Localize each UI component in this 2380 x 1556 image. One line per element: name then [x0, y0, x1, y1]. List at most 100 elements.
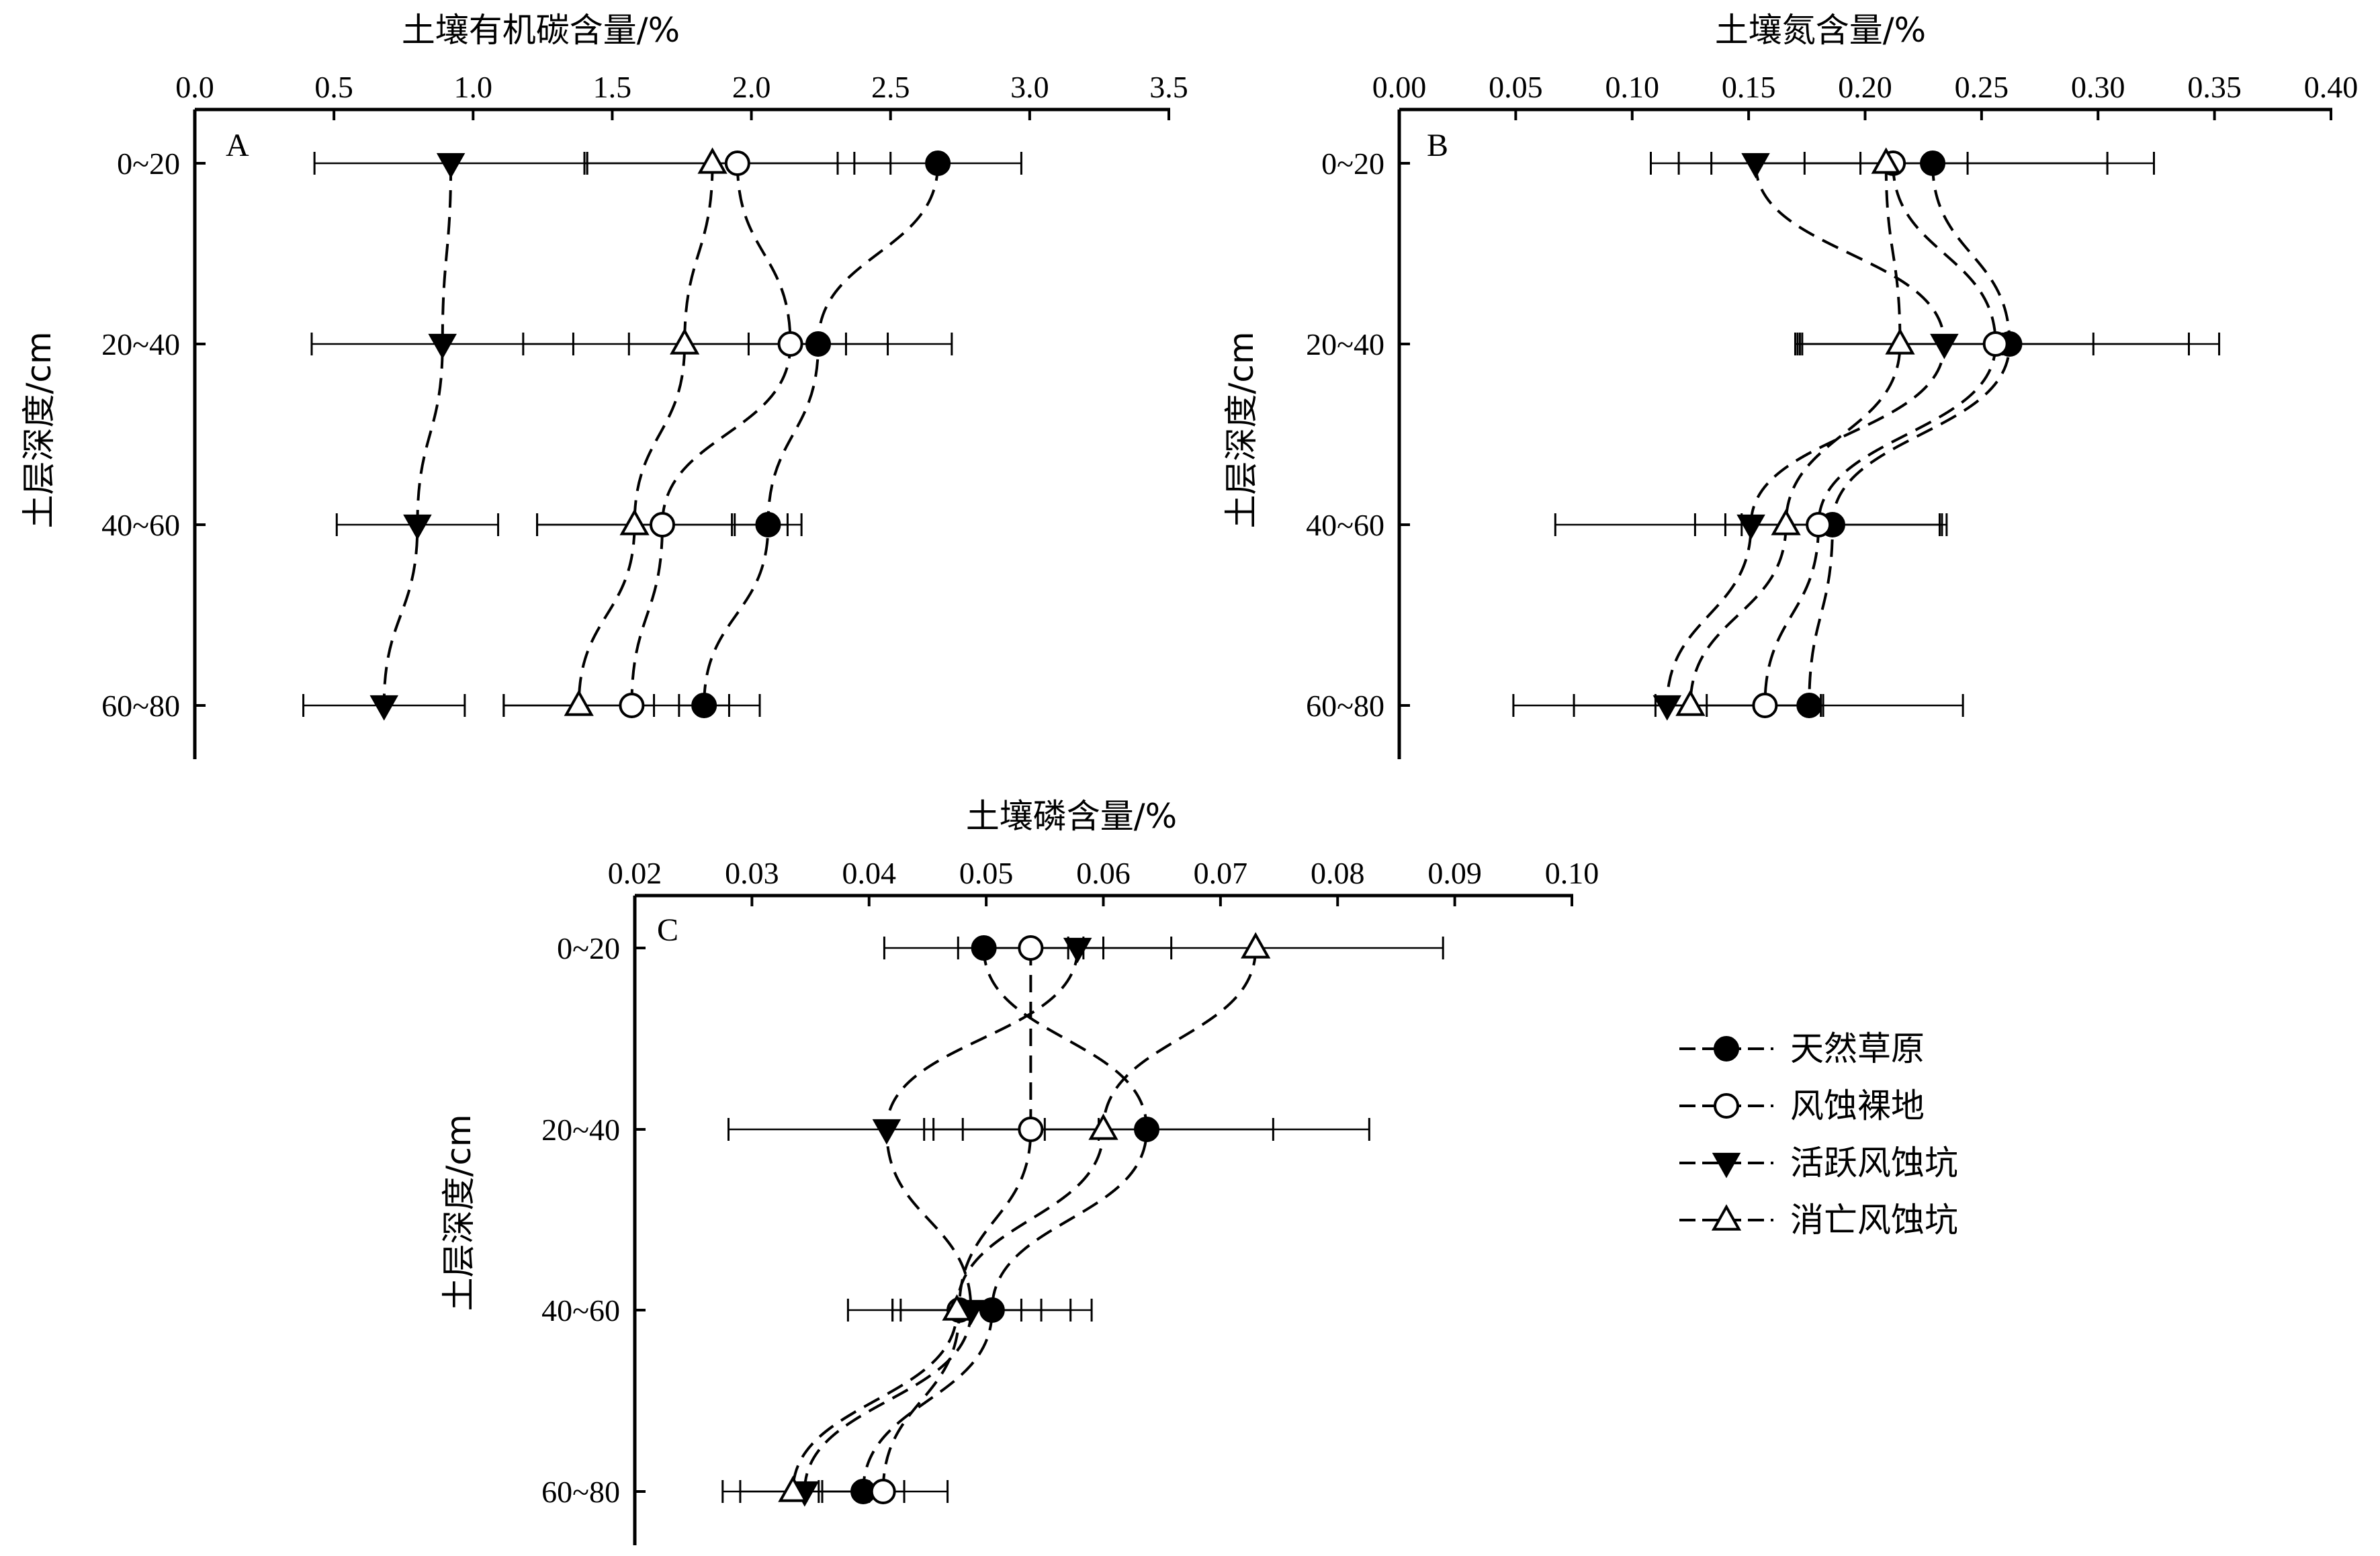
panel-b-x-tick-label-0-25: 0.25 [1955, 70, 2009, 104]
panel-b-point-extinct-blowout-2 [1771, 509, 1801, 535]
panel-c-point-natural-grassland-1 [1134, 1117, 1160, 1142]
panel-b-point-extinct-blowout-1 [1885, 328, 1915, 355]
panel-b-x-tick-label-0-35: 0.35 [2187, 70, 2242, 104]
panel-a-series-line-eroded-bare-land [630, 163, 792, 706]
legend-symbol-natural-grassland [1679, 1036, 1773, 1062]
panel-b-x-tick-label-0-15: 0.15 [1722, 70, 1776, 104]
panel-a-x-tick-label-3-0: 3.0 [1010, 70, 1049, 104]
panel-c-y-tick-label-0-20: 0~20 [557, 931, 620, 965]
legend-marker-eroded-bare-land [1714, 1093, 1739, 1119]
legend-item-natural-grassland: 天然草原 [1679, 1029, 1925, 1068]
panel-c-series-line-eroded-bare-land [881, 948, 1032, 1492]
panel-b-y-tick-label-0-20: 0~20 [1321, 146, 1384, 181]
panel-c-point-eroded-bare-land-0 [1018, 935, 1044, 961]
panel-b-x-axis-title: 土壤氮含量/% [1715, 11, 1926, 50]
panel-a-point-extinct-blowout-3 [564, 689, 594, 716]
panel-b-y-tick-label-60-80: 60~80 [1306, 689, 1384, 723]
panel-a-x-tick-label-0-5: 0.5 [314, 70, 353, 104]
panel-c-series-line-extinct-blowout [791, 947, 1258, 1492]
panel-c-point-active-blowout-0 [1063, 937, 1092, 963]
panel-b-point-extinct-blowout-0 [1871, 147, 1901, 174]
panel-a-point-natural-grassland-3 [691, 693, 717, 718]
legend-label-active-blowout: 活跃风蚀坑 [1790, 1143, 1958, 1182]
legend-item-extinct-blowout: 消亡风蚀坑 [1679, 1201, 1958, 1240]
panel-c-x-tick-label-0-07: 0.07 [1194, 856, 1248, 890]
panel-a-x-tick-label-3-5: 3.5 [1149, 70, 1188, 104]
panel-b-point-extinct-blowout-3 [1675, 689, 1706, 716]
panel-b-series-line-extinct-blowout [1689, 163, 1902, 706]
panel-a-y-tick-label-40-60: 40~60 [101, 508, 180, 542]
panel-c-x-tick-label-0-03: 0.03 [725, 856, 779, 890]
panel-b-y-axis-title: 土层深度/cm [1222, 331, 1261, 528]
panel-a-point-natural-grassland-1 [805, 331, 831, 357]
panel-b-x-tick-label-0-10: 0.10 [1605, 70, 1660, 104]
panel-a-x-tick-label-0-0: 0.0 [175, 70, 214, 104]
panel-b-point-active-blowout-1 [1930, 333, 1959, 359]
panel-a-point-natural-grassland-2 [755, 512, 781, 537]
panel-b-point-natural-grassland-3 [1796, 693, 1822, 718]
panel-b-x-tick-label-0-05: 0.05 [1489, 70, 1543, 104]
panel-c-x-tick-label-0-06: 0.06 [1076, 856, 1131, 890]
panel-a-point-extinct-blowout-1 [670, 328, 700, 355]
panel-a-point-eroded-bare-land-3 [619, 693, 645, 718]
panel-b-point-eroded-bare-land-3 [1752, 693, 1778, 718]
panel-a-x-tick-label-2-5: 2.5 [871, 70, 910, 104]
panel-a-point-active-blowout-0 [436, 153, 466, 179]
panel-c-series-line-active-blowout [803, 947, 1079, 1492]
panel-c-y-tick-label-20-40: 20~40 [541, 1113, 620, 1147]
panel-a-marks: 0.0 0.5 1.0 1.5 2.0 2.5 3.0 3.5 0~20 20~40 40~60 60… [101, 70, 1188, 759]
panel-a-y-tick-label-20-40: 20~40 [101, 327, 180, 361]
legend-symbol-extinct-blowout [1679, 1204, 1773, 1231]
panel-a-point-natural-grassland-0 [925, 150, 951, 176]
panel-b-point-eroded-bare-land-1 [1982, 331, 2009, 357]
panel-a-x-tick-label-1-0: 1.0 [454, 70, 493, 104]
panel-a-point-eroded-bare-land-1 [777, 331, 803, 357]
panel-c-y-tick-label-60-80: 60~80 [541, 1475, 620, 1509]
panel-b-point-active-blowout-2 [1736, 514, 1765, 540]
panel-a-point-extinct-blowout-2 [619, 509, 650, 535]
panel-b-series-line-natural-grassland [1808, 163, 2011, 706]
panel-c-point-extinct-blowout-0 [1241, 932, 1271, 959]
panel-c-y-tick-label-40-60: 40~60 [541, 1293, 620, 1328]
legend-item-active-blowout: 活跃风蚀坑 [1679, 1143, 1958, 1182]
panel-c-x-tick-label-0-10: 0.10 [1545, 856, 1599, 890]
panel-b-marks: 0.00 0.05 0.10 0.15 0.20 0.25 0.30 0.35 0.40 0~20… [1306, 70, 2358, 759]
legend-label-extinct-blowout: 消亡风蚀坑 [1790, 1201, 1958, 1240]
panel-c-point-active-blowout-1 [872, 1119, 901, 1145]
legend-marker-extinct-blowout [1711, 1204, 1742, 1231]
panel-c-letter: C [657, 912, 678, 948]
panel-c-x-tick-label-0-05: 0.05 [959, 856, 1014, 890]
panel-c-x-axis-title: 土壤磷含量/% [966, 797, 1177, 836]
panel-b-letter: B [1427, 128, 1448, 163]
panel-c-x-tick-label-0-09: 0.09 [1427, 856, 1482, 890]
legend: 天然草原 风蚀裸地 活跃风蚀坑 消亡风蚀坑 [1679, 1029, 1958, 1240]
panel-c-point-extinct-blowout-3 [778, 1475, 808, 1502]
panel-a-point-eroded-bare-land-0 [724, 150, 750, 176]
panel-b-series-line-eroded-bare-land [1763, 163, 1997, 706]
panel-c-point-extinct-blowout-2 [942, 1294, 972, 1321]
panel-b-y-tick-label-20-40: 20~40 [1306, 327, 1384, 361]
panel-c-x-tick-label-0-08: 0.08 [1311, 856, 1365, 890]
legend-marker-natural-grassland [1714, 1036, 1739, 1062]
panel-b-y-tick-label-40-60: 40~60 [1306, 508, 1384, 542]
panel-b-point-natural-grassland-0 [1920, 150, 1946, 176]
panel-a-series-line-natural-grassland [703, 163, 940, 706]
panel-c-x-tick-label-0-02: 0.02 [608, 856, 662, 890]
panel-b-x-tick-label-0-40: 0.40 [2304, 70, 2359, 104]
panel-a-point-active-blowout-3 [369, 695, 398, 721]
panel-c-y-axis-title: 土层深度/cm [439, 1114, 478, 1311]
panel-a-point-active-blowout-1 [428, 333, 457, 359]
panel-a-point-eroded-bare-land-2 [650, 512, 675, 537]
panel-a-x-tick-label-2-0: 2.0 [732, 70, 771, 104]
panel-b-x-tick-label-0-30: 0.30 [2071, 70, 2125, 104]
panel-c-point-eroded-bare-land-3 [870, 1479, 896, 1504]
panel-a-y-axis-title: 土层深度/cm [19, 331, 58, 528]
panel-c-marks: 0.02 0.03 0.04 0.05 0.06 0.07 0.08 0.09 0.10 0~20… [541, 856, 1599, 1545]
panel-b-series-line-active-blowout [1665, 163, 1946, 706]
panel-a: 土壤有机碳含量/% 土层深度/cm A 0.0 0.5 1.0 1.5 2.0 2.5 3.… [19, 11, 1188, 759]
legend-symbol-active-blowout [1679, 1152, 1773, 1178]
panel-a-series-line-active-blowout [382, 163, 453, 706]
panel-c-point-natural-grassland-2 [979, 1297, 1005, 1323]
legend-label-eroded-bare-land: 风蚀裸地 [1790, 1086, 1925, 1125]
panel-a-x-tick-label-1-5: 1.5 [593, 70, 632, 104]
